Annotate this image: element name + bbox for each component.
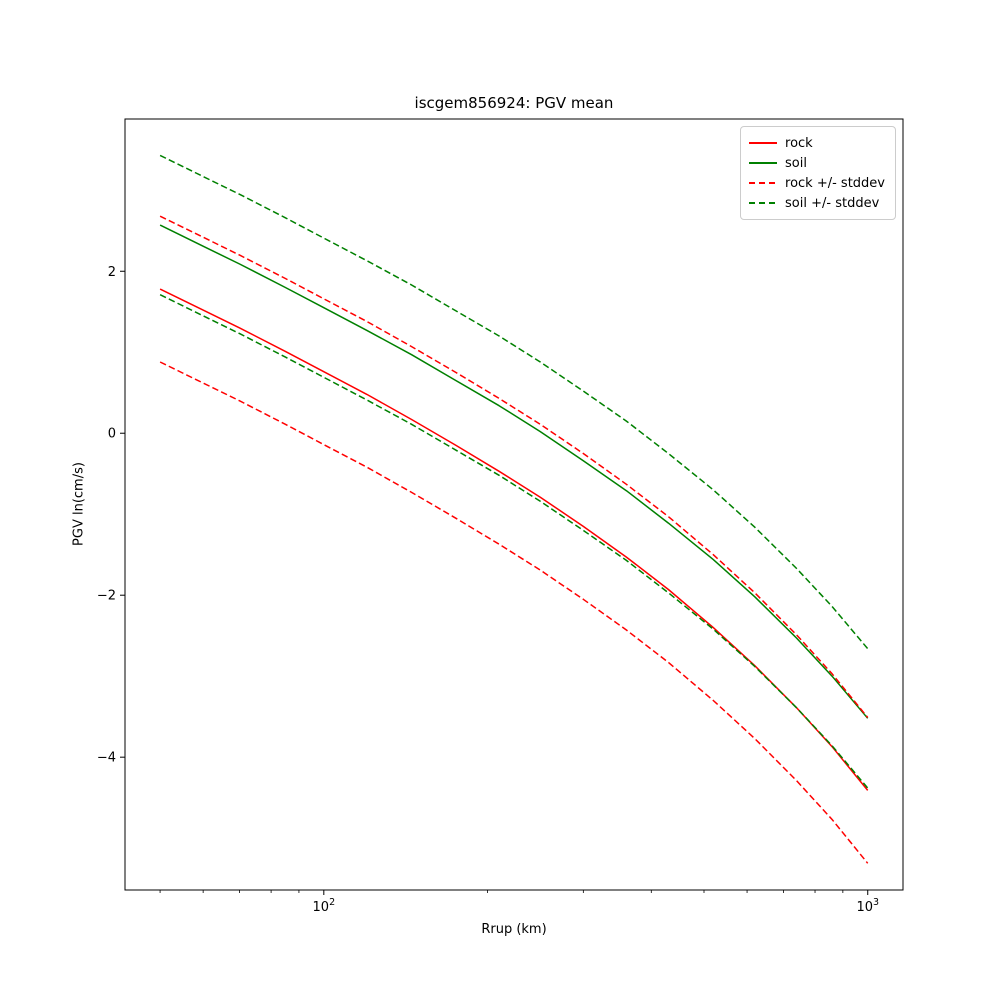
legend: rock soil rock +/- stddev soil +/- stdde… bbox=[740, 126, 896, 220]
legend-line-rock-stddev-icon bbox=[749, 182, 778, 184]
y-tick-label: −2 bbox=[97, 589, 116, 604]
series-line-soil bbox=[159, 224, 869, 719]
legend-label-rock: rock bbox=[785, 135, 813, 151]
y-tick-label: 0 bbox=[108, 427, 116, 442]
series-line-rock-plus-stddev bbox=[159, 215, 869, 718]
legend-label-soil: soil bbox=[785, 155, 807, 171]
legend-line-soil-stddev-icon bbox=[749, 202, 778, 204]
axes-spine bbox=[124, 118, 904, 891]
chart-title: iscgem856924: PGV mean bbox=[414, 94, 614, 112]
legend-entry-rock-stddev: rock +/- stddev bbox=[749, 173, 885, 193]
y-tick-label: 2 bbox=[108, 265, 116, 280]
series-line-rock-minus-stddev bbox=[159, 361, 869, 864]
y-axis-label: PGV ln(cm/s) bbox=[71, 462, 87, 546]
series-line-soil-minus-stddev bbox=[159, 294, 869, 789]
legend-entry-soil: soil bbox=[749, 153, 885, 173]
x-tick-label: 102 bbox=[313, 897, 336, 915]
series-line-rock bbox=[159, 288, 869, 791]
series-line-soil-plus-stddev bbox=[159, 154, 869, 650]
legend-label-rock-stddev: rock +/- stddev bbox=[785, 175, 885, 191]
x-tick-label: 103 bbox=[856, 897, 879, 915]
y-tick-label: −4 bbox=[97, 751, 116, 766]
legend-line-soil-icon bbox=[749, 162, 778, 164]
legend-entry-rock: rock bbox=[749, 133, 885, 153]
legend-entry-soil-stddev: soil +/- stddev bbox=[749, 193, 885, 213]
x-axis-label: Rrup (km) bbox=[481, 922, 547, 937]
legend-line-rock-icon bbox=[749, 142, 778, 144]
legend-label-soil-stddev: soil +/- stddev bbox=[785, 195, 880, 211]
